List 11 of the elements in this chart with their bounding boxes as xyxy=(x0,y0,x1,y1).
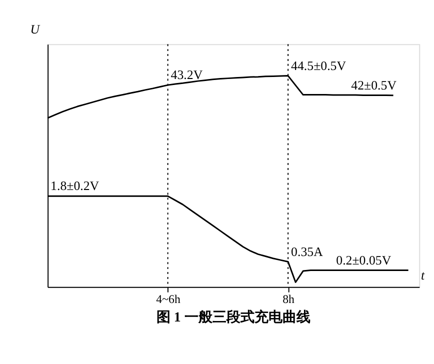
annotation: 42±0.5V xyxy=(351,78,398,92)
x-tick-label: 4~6h xyxy=(156,292,180,306)
annotation: 44.5±0.5V xyxy=(291,58,347,73)
caption: 图 1 一般三段式充电曲线 xyxy=(156,308,310,326)
x-axis-title: t xyxy=(421,268,426,282)
annotation: 0.35A xyxy=(291,244,324,259)
y-axis-title: U xyxy=(30,22,40,37)
annotation: 0.2±0.05V xyxy=(336,253,392,268)
annotation: 1.8±0.2V xyxy=(50,179,100,194)
x-tick-label: 8h xyxy=(282,292,295,306)
annotation: 43.2V xyxy=(170,68,204,82)
